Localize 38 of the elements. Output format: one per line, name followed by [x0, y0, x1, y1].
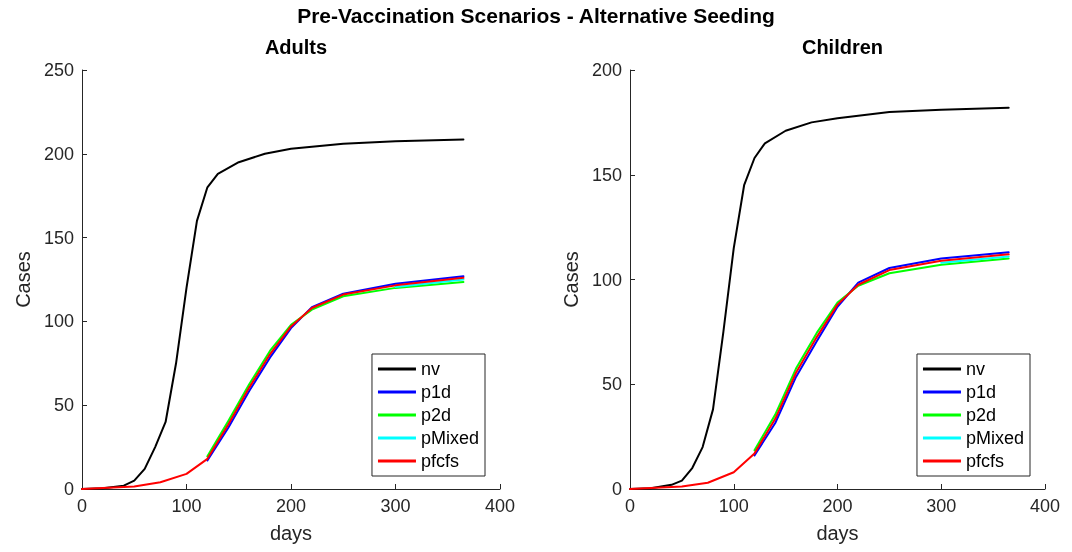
y-tick-label: 50: [53, 395, 74, 416]
x-tick-label: 200: [275, 496, 307, 516]
legend-label: p2d: [420, 405, 452, 425]
y-tick-label: 250: [43, 60, 74, 80]
x-tick-label: 0: [624, 496, 636, 516]
y-tick-label: 100: [43, 311, 74, 332]
legend-label: pMixed: [965, 428, 1025, 448]
chart-title: Children: [801, 36, 884, 58]
y-tick-label: 0: [63, 479, 74, 499]
y-tick-label: 150: [591, 164, 622, 185]
legend-label: p1d: [965, 382, 997, 402]
legend-label: pMixed: [420, 428, 480, 448]
y-tick-label: 200: [43, 143, 74, 164]
y-tick-label: 50: [601, 374, 622, 395]
x-tick-label: 400: [1029, 496, 1061, 516]
x-axis-title: days: [816, 522, 859, 544]
y-tick-label: 100: [591, 269, 622, 290]
x-tick-label: 0: [76, 496, 88, 516]
x-tick-label: 400: [484, 496, 516, 516]
legend-label: pfcfs: [965, 451, 1004, 471]
x-axis-title: days: [269, 522, 313, 544]
chart-subtitle: Adults: [264, 36, 328, 58]
y-tick-label: 200: [591, 60, 622, 80]
chart-title: Pre-Vaccination Scenarios - Alternative Seeding: [296, 4, 776, 28]
legend-label: pfcfs: [420, 451, 459, 471]
y-tick-label: 150: [43, 227, 74, 248]
x-tick-label: 100: [718, 496, 749, 516]
y-tick-label: 0: [611, 479, 622, 499]
x-tick-label: 300: [380, 496, 411, 516]
legend-label: p1d: [420, 382, 452, 402]
x-tick-label: 300: [926, 496, 957, 516]
x-tick-label: 100: [171, 496, 202, 516]
y-axis-title: Cases: [560, 251, 583, 308]
x-tick-label: 200: [822, 496, 853, 516]
legend-label: nv: [420, 359, 440, 379]
legend-label: nv: [965, 359, 985, 379]
y-axis-title: Cases: [12, 251, 35, 308]
legend-label: p2d: [965, 405, 997, 425]
